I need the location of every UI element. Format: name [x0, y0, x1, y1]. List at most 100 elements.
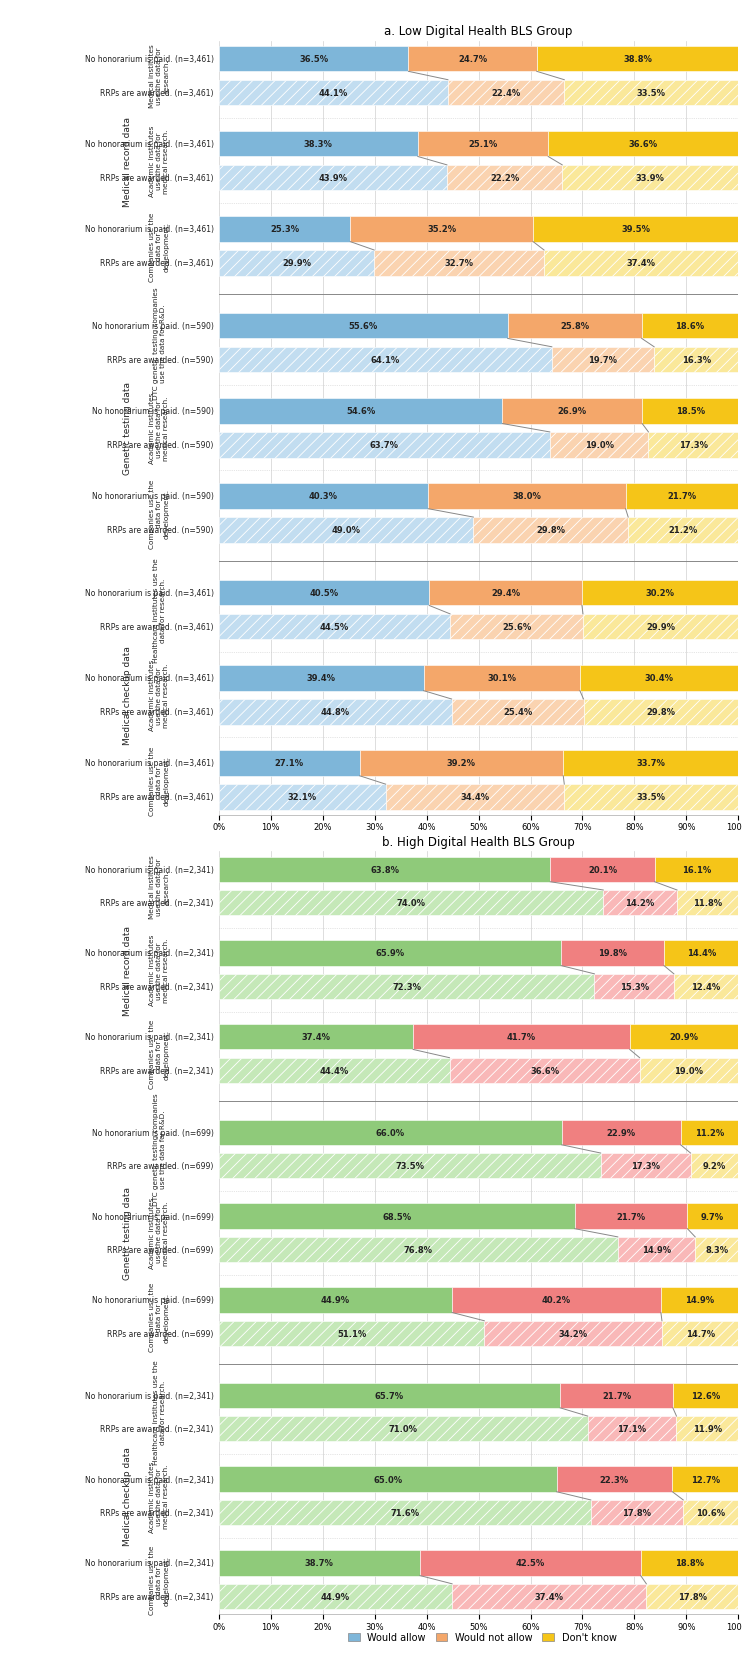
Text: 38.0%: 38.0% [513, 493, 542, 501]
Text: 65.9%: 65.9% [375, 948, 404, 958]
Bar [219, 699, 452, 726]
Bar [219, 1321, 485, 1346]
Text: Medical record data: Medical record data [123, 116, 133, 206]
Bar [556, 1466, 672, 1493]
Text: Academic institutes
use the data for
medical research.: Academic institutes use the data for med… [149, 393, 169, 464]
Bar [683, 1499, 738, 1526]
Bar [687, 1203, 738, 1230]
Text: Healthcare institutes use the
data for research.: Healthcare institutes use the data for r… [153, 557, 165, 662]
Bar [601, 1153, 691, 1178]
Bar [508, 313, 642, 339]
Bar [565, 80, 738, 106]
Text: 20.9%: 20.9% [669, 1033, 698, 1042]
Text: Genetic testing data: Genetic testing data [123, 1186, 133, 1280]
Text: Companies use the
data for
development.: Companies use the data for development. [149, 1020, 169, 1088]
Text: 54.6%: 54.6% [346, 408, 375, 416]
Bar [219, 433, 550, 458]
Bar [219, 47, 408, 72]
Text: 15.3%: 15.3% [620, 982, 649, 992]
Bar [548, 131, 738, 158]
Bar [560, 1383, 673, 1408]
Text: Companies use the
data for
development.: Companies use the data for development. [149, 211, 169, 281]
Bar [594, 973, 674, 1000]
Text: 44.9%: 44.9% [321, 1296, 350, 1305]
Bar [450, 1058, 640, 1083]
Bar [219, 1416, 588, 1441]
Text: 40.3%: 40.3% [309, 493, 338, 501]
Text: DTC genetic testing companies
use the data for R&D.: DTC genetic testing companies use the da… [153, 1093, 165, 1205]
Text: RRPs are awarded. (n=590): RRPs are awarded. (n=590) [108, 526, 214, 536]
Bar [550, 433, 649, 458]
Text: 11.9%: 11.9% [693, 1424, 722, 1433]
Text: Healthcare institutes use the
data for research.: Healthcare institutes use the data for r… [153, 1359, 165, 1464]
Bar [677, 890, 738, 915]
Bar [565, 785, 738, 810]
Text: 73.5%: 73.5% [395, 1161, 424, 1170]
Text: 49.0%: 49.0% [332, 526, 361, 536]
Text: 9.7%: 9.7% [701, 1211, 724, 1221]
Bar [674, 973, 738, 1000]
Text: Academic institutes
use the data for
medical research.: Academic institutes use the data for med… [149, 659, 169, 730]
Text: 30.2%: 30.2% [646, 589, 675, 597]
Bar [588, 1416, 677, 1441]
Bar [582, 581, 739, 606]
Text: RRPs are awarded. (n=590): RRPs are awarded. (n=590) [108, 356, 214, 364]
Text: Companies use the
data for
development.: Companies use the data for development. [149, 745, 169, 815]
Text: 44.4%: 44.4% [320, 1067, 349, 1075]
Text: 11.8%: 11.8% [693, 899, 722, 907]
Text: RRPs are awarded. (n=3,461): RRPs are awarded. (n=3,461) [100, 622, 214, 632]
Text: 44.5%: 44.5% [320, 622, 349, 632]
Bar [219, 1466, 556, 1493]
Bar [219, 1236, 618, 1263]
Bar [219, 940, 561, 967]
Text: 39.5%: 39.5% [621, 225, 650, 235]
Text: No honorarium is paid. (n=2,341): No honorarium is paid. (n=2,341) [85, 948, 214, 958]
Bar [677, 1416, 738, 1441]
Text: RRPs are awarded. (n=2,341): RRPs are awarded. (n=2,341) [100, 1592, 214, 1601]
Text: No honorarium is paid. (n=699): No honorarium is paid. (n=699) [92, 1211, 214, 1221]
Text: RRPs are awarded. (n=2,341): RRPs are awarded. (n=2,341) [100, 982, 214, 992]
Bar [219, 973, 594, 1000]
Bar [575, 1203, 687, 1230]
Text: 35.2%: 35.2% [427, 225, 456, 235]
Bar [643, 399, 738, 424]
Text: 32.7%: 32.7% [444, 260, 473, 268]
Text: 36.5%: 36.5% [299, 55, 328, 63]
Text: 19.7%: 19.7% [588, 356, 617, 364]
Text: 71.0%: 71.0% [389, 1424, 418, 1433]
Text: 30.4%: 30.4% [644, 674, 673, 682]
Text: 22.9%: 22.9% [607, 1128, 636, 1137]
Text: 33.5%: 33.5% [637, 794, 666, 802]
Text: 74.0%: 74.0% [396, 899, 426, 907]
Bar [673, 1383, 738, 1408]
Text: 25.3%: 25.3% [270, 225, 299, 235]
Text: 29.9%: 29.9% [282, 260, 311, 268]
Bar [552, 348, 654, 373]
Text: 65.7%: 65.7% [375, 1391, 404, 1399]
Bar [420, 1551, 640, 1576]
Bar [452, 699, 583, 726]
Legend: Would allow, Would not allow, Don't know: Would allow, Would not allow, Don't know [344, 1627, 620, 1646]
Bar [640, 1551, 738, 1576]
Text: 36.6%: 36.6% [628, 140, 658, 150]
Bar [424, 666, 580, 691]
Bar [695, 1236, 738, 1263]
Text: 33.7%: 33.7% [637, 759, 666, 769]
Bar [219, 1288, 452, 1313]
Text: 51.1%: 51.1% [337, 1330, 367, 1338]
Text: 11.2%: 11.2% [695, 1128, 724, 1137]
Bar [450, 614, 583, 641]
Bar [626, 484, 738, 509]
Bar [219, 1203, 575, 1230]
Text: RRPs are awarded. (n=2,341): RRPs are awarded. (n=2,341) [100, 1508, 214, 1518]
Bar [562, 1120, 680, 1145]
Bar [219, 131, 418, 158]
Text: RRPs are awarded. (n=590): RRPs are awarded. (n=590) [108, 441, 214, 449]
Text: 12.6%: 12.6% [691, 1391, 720, 1399]
Text: No honorarium is paid. (n=699): No honorarium is paid. (n=699) [92, 1296, 214, 1305]
Bar [219, 1120, 562, 1145]
Text: No honorarium is paid. (n=2,341): No honorarium is paid. (n=2,341) [85, 1559, 214, 1567]
Bar [661, 1288, 738, 1313]
Text: 19.0%: 19.0% [585, 441, 614, 449]
Text: 10.6%: 10.6% [696, 1508, 726, 1518]
